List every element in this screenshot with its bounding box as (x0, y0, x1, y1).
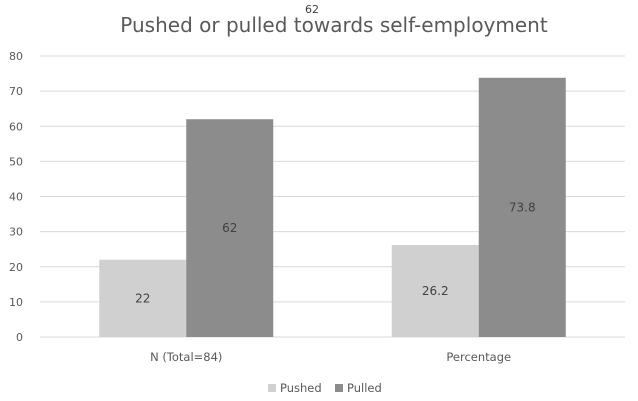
category-label: Percentage (446, 350, 511, 364)
legend-label-pulled: Pulled (347, 381, 382, 395)
data-labels: 22 62 26.2 73.8 (135, 200, 536, 305)
data-label-pushed-0: 22 (135, 291, 150, 305)
y-tick-label: 40 (9, 191, 23, 204)
y-axis-ticks: 0 10 20 30 40 50 60 70 80 (9, 50, 23, 344)
chart-title: Pushed or pulled towards self-employment (120, 13, 548, 37)
y-tick-label: 80 (9, 50, 23, 63)
bar-pulled-1 (478, 77, 566, 337)
y-tick-label: 70 (9, 85, 23, 98)
y-tick-label: 30 (9, 226, 23, 239)
bar-pushed-0 (99, 259, 187, 337)
bar-pulled-0 (186, 119, 274, 337)
y-tick-label: 0 (16, 331, 23, 344)
data-label-pulled-1: 73.8 (509, 200, 536, 214)
y-tick-label: 10 (9, 296, 23, 309)
data-label-pulled-0: 62 (222, 221, 237, 235)
legend-swatch-pulled (335, 384, 343, 392)
x-axis-categories: N (Total=84) Percentage (150, 350, 511, 364)
category-label: N (Total=84) (150, 350, 222, 364)
legend-label-pushed: Pushed (280, 381, 322, 395)
legend: Pushed Pulled (268, 381, 382, 395)
legend-swatch-pushed (268, 384, 276, 392)
y-tick-label: 60 (9, 120, 23, 133)
y-tick-label: 20 (9, 261, 23, 274)
y-tick-label: 50 (9, 155, 23, 168)
stray-data-label: 62 (305, 3, 319, 16)
bar-pushed-1 (391, 244, 479, 337)
data-label-pushed-1: 26.2 (422, 284, 449, 298)
bars (99, 77, 566, 337)
